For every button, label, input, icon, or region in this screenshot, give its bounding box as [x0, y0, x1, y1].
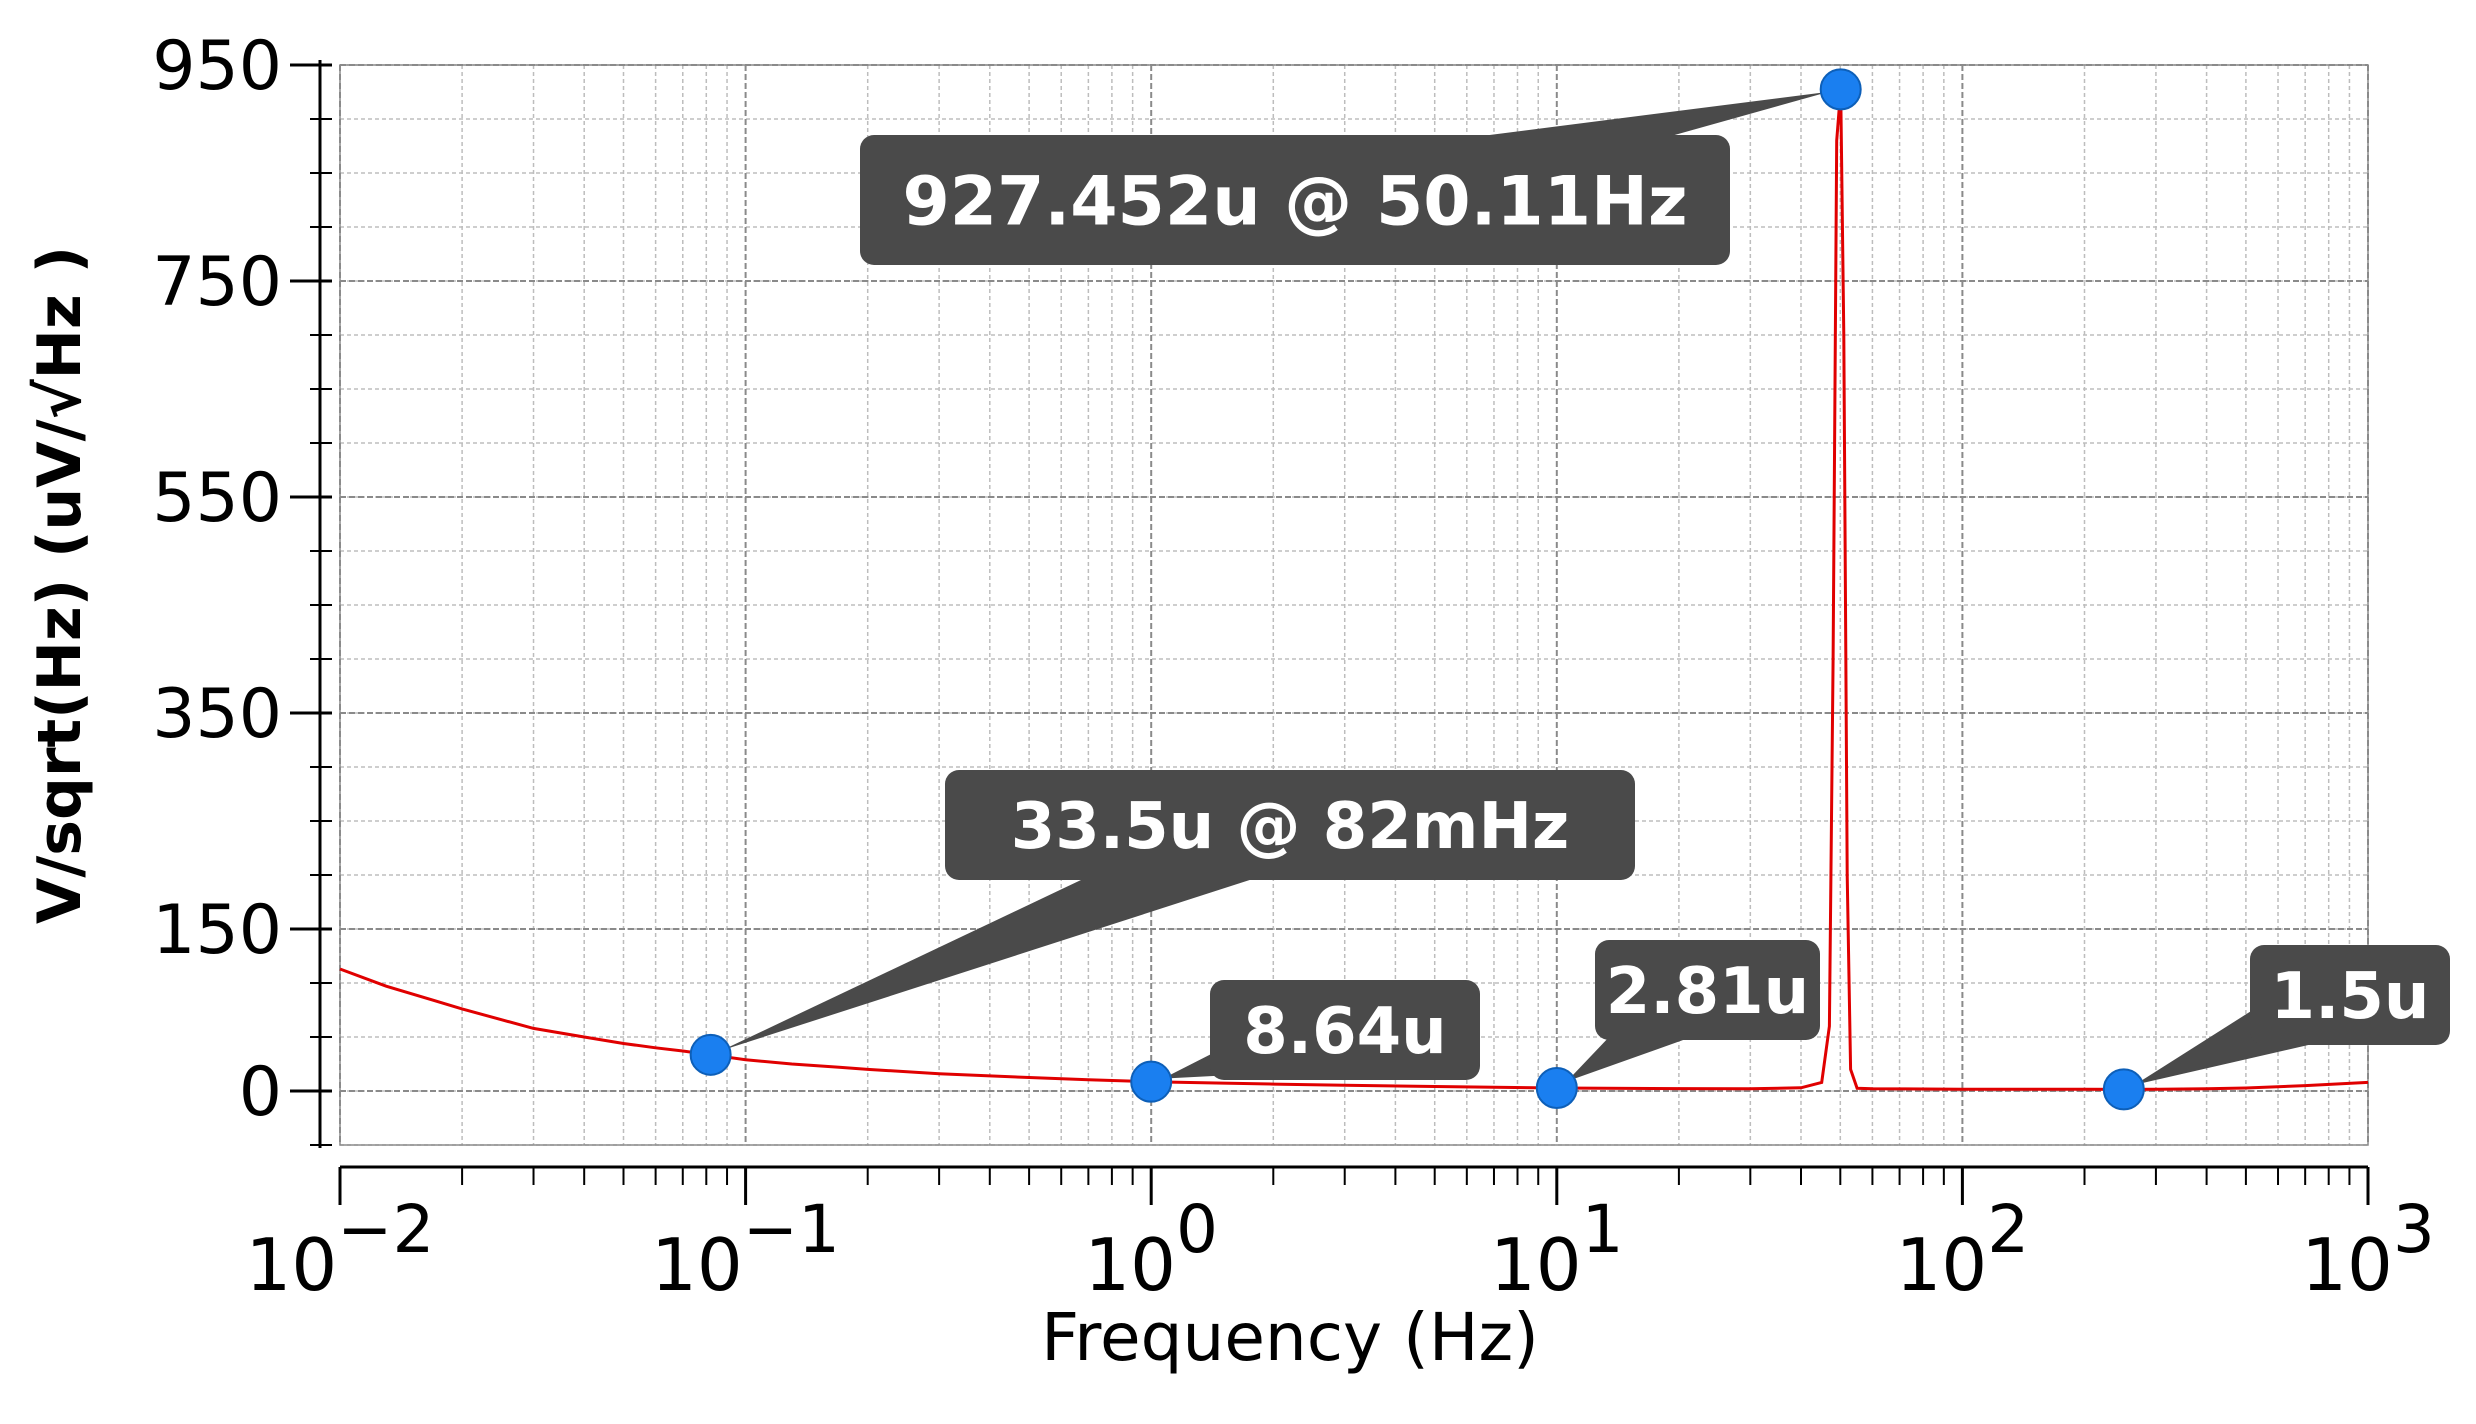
x-tick-label: 102	[1896, 1191, 2030, 1307]
callout-box	[1210, 980, 1480, 1080]
x-tick-label: 101	[1490, 1191, 1624, 1307]
y-tick-label: 950	[152, 27, 282, 106]
y-tick-label: 750	[152, 243, 282, 322]
callouts: 927.452u @ 50.11Hz 33.5u @ 82mHz 8.64u 2.81…	[689, 68, 2450, 1111]
x-tick-label: 103	[2301, 1191, 2435, 1307]
data-point-marker	[1130, 1060, 1173, 1103]
x-tick-label: 10−1	[651, 1191, 840, 1307]
plot-frame	[339, 64, 2369, 1146]
y-tick-labels: 0 150 350 550 750 950	[152, 27, 282, 1132]
callout-label: 1.5u	[2271, 960, 2430, 1034]
callout-label: 927.452u @ 50.11Hz	[902, 162, 1687, 241]
y-tick-label: 150	[152, 891, 282, 970]
callout: 2.81u	[1535, 940, 1820, 1109]
callout-label: 2.81u	[1606, 955, 1809, 1029]
y-axis-label: V/sqrt(Hz) (uV/√Hz )	[25, 246, 95, 924]
callout: 33.5u @ 82mHz	[689, 770, 1635, 1076]
y-tick-label: 550	[152, 459, 282, 538]
x-tick-labels: 10−2 10−1 100 101 102 103	[246, 1191, 2435, 1307]
data-point-marker	[1535, 1066, 1578, 1109]
x-tick-label: 10−2	[246, 1191, 435, 1307]
series-line	[339, 89, 2369, 1091]
callout-box	[860, 135, 1730, 265]
axes	[290, 60, 2370, 1205]
y-tick-label: 350	[152, 675, 282, 754]
callout: 1.5u	[2102, 945, 2450, 1111]
callout: 8.64u	[1130, 980, 1480, 1103]
data-point-marker	[2102, 1068, 2145, 1111]
x-axis-label: Frequency (Hz)	[1041, 1299, 1539, 1376]
x-tick-label: 100	[1084, 1191, 1218, 1307]
callout: 927.452u @ 50.11Hz	[860, 68, 1862, 265]
y-tick-label: 0	[239, 1053, 282, 1132]
callout-box	[945, 770, 1635, 880]
callout-box	[2250, 945, 2450, 1045]
data-point-marker	[689, 1033, 732, 1076]
data-point-marker	[1819, 68, 1862, 111]
callout-label: 33.5u @ 82mHz	[1011, 790, 1570, 864]
callout-label: 8.64u	[1243, 995, 1446, 1069]
callout-box	[1595, 940, 1820, 1040]
